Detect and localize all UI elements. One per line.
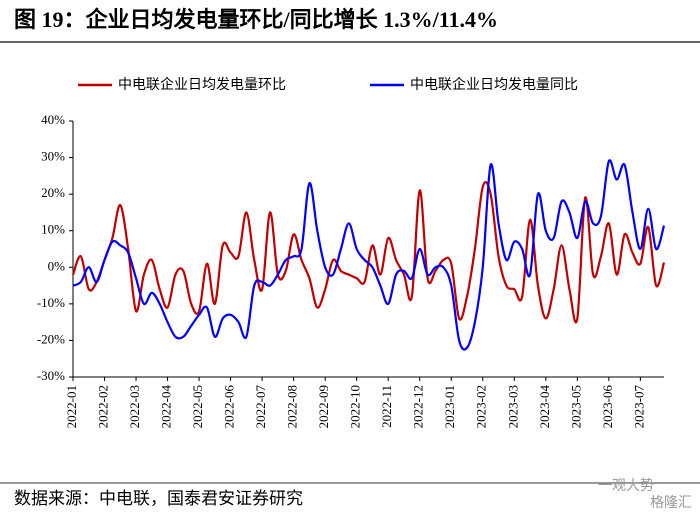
x-tick-label: 2022-11 bbox=[379, 385, 394, 428]
x-tick-label: 2022-08 bbox=[285, 385, 300, 428]
x-tick-label: 2022-04 bbox=[159, 385, 174, 429]
series-line bbox=[71, 180, 666, 324]
x-tick-label: 2022-09 bbox=[316, 385, 331, 428]
y-tick-label: 40% bbox=[41, 112, 65, 127]
x-tick-label: 2023-03 bbox=[505, 385, 520, 428]
x-tick-label: 2023-01 bbox=[442, 385, 457, 428]
legend-label: 中电联企业日均发电量环比 bbox=[118, 76, 286, 93]
x-tick-label: 2023-02 bbox=[474, 385, 489, 428]
x-tick-label: 2023-04 bbox=[537, 385, 552, 429]
y-tick-label: 10% bbox=[41, 222, 65, 237]
y-tick-label: -30% bbox=[37, 368, 65, 383]
y-tick-label: -10% bbox=[37, 295, 65, 310]
x-tick-label: 2023-05 bbox=[568, 385, 583, 428]
y-tick-label: 30% bbox=[41, 149, 65, 164]
source: 数据来源：中电联，国泰君安证券研究 bbox=[14, 489, 303, 508]
y-tick-label: 0% bbox=[48, 258, 66, 273]
x-tick-label: 2022-02 bbox=[96, 385, 111, 428]
x-tick-label: 2022-07 bbox=[253, 385, 268, 429]
x-tick-label: 2022-05 bbox=[190, 385, 205, 428]
x-tick-label: 2022-03 bbox=[127, 385, 142, 428]
x-tick-label: 2022-12 bbox=[411, 385, 426, 428]
y-tick-label: 20% bbox=[41, 185, 65, 200]
x-tick-label: 2023-07 bbox=[631, 385, 646, 429]
x-tick-label: 2022-01 bbox=[64, 385, 79, 428]
series-line bbox=[72, 159, 666, 351]
chart-title: 图 19：企业日均发电量环比/同比增长 1.3%/11.4% bbox=[14, 7, 498, 32]
x-tick-label: 2022-10 bbox=[348, 385, 363, 428]
watermark: 一观大势 bbox=[598, 478, 654, 494]
x-tick-label: 2023-06 bbox=[600, 385, 615, 429]
watermark: 格隆汇 bbox=[650, 495, 692, 511]
y-tick-label: -20% bbox=[37, 331, 65, 346]
x-tick-label: 2022-06 bbox=[222, 385, 237, 429]
legend-label: 中电联企业日均发电量同比 bbox=[410, 76, 578, 93]
